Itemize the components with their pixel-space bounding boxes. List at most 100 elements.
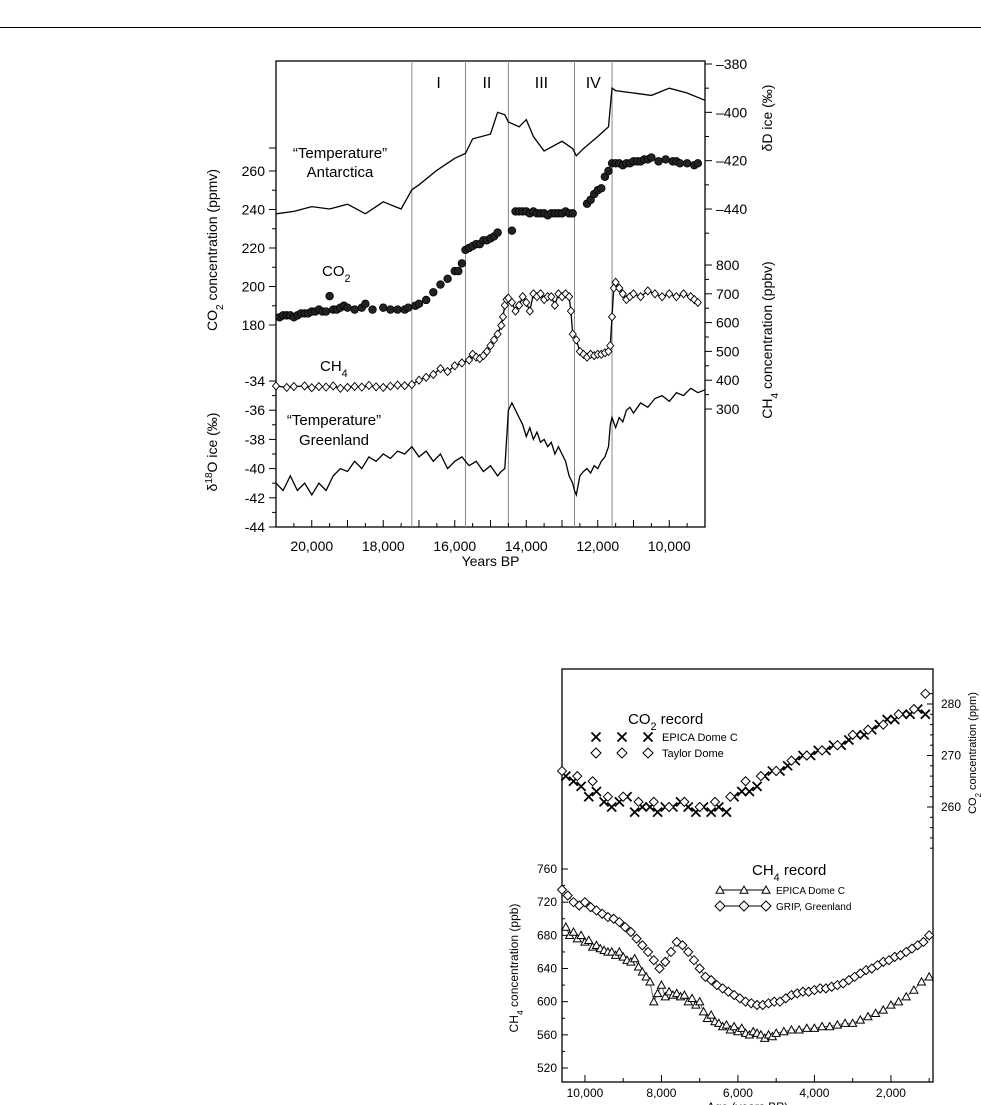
y-tick-label-co2: 240 bbox=[242, 202, 266, 218]
co2-point bbox=[386, 305, 395, 314]
y-tick-label-dd: –380 bbox=[716, 56, 747, 72]
y-tick-label-d18o: -42 bbox=[245, 490, 265, 506]
taylor-co2-point bbox=[893, 709, 904, 720]
grip-ch4-point bbox=[648, 955, 660, 966]
epica-co2-point bbox=[744, 786, 755, 797]
x-tick-label: 12,000 bbox=[576, 538, 619, 554]
epica-ch4-point bbox=[824, 1021, 835, 1031]
y-tick-label-ch4: 300 bbox=[716, 401, 740, 417]
co2-point bbox=[343, 303, 352, 312]
epica-ch4-point bbox=[641, 971, 651, 981]
legend-diamond bbox=[760, 900, 772, 912]
annotation-co2-part: CO bbox=[322, 263, 345, 280]
co2-point bbox=[661, 155, 670, 164]
grip-ch4-point bbox=[918, 936, 929, 948]
ch4-point bbox=[282, 382, 291, 393]
legend-co2-title-part: CO bbox=[628, 711, 651, 728]
annotation-co2: CO2 bbox=[322, 263, 351, 285]
ch4-point bbox=[518, 291, 527, 302]
y-tick-label-co2: 260 bbox=[242, 163, 266, 179]
epica-ch4-point bbox=[614, 946, 625, 956]
grip-ch4-point bbox=[614, 916, 625, 928]
series-2-2 bbox=[560, 922, 935, 1042]
x-tick-label-2: 6,000 bbox=[723, 1086, 753, 1100]
co2-point bbox=[325, 291, 334, 301]
epica-ch4-point bbox=[786, 1024, 797, 1034]
taylor-co2-point bbox=[878, 719, 889, 730]
taylor-co2-point bbox=[816, 745, 828, 756]
legend-triangle bbox=[739, 884, 749, 894]
y-axis-title-d18o-part: 18 bbox=[204, 472, 215, 484]
x-tick-label: 16,000 bbox=[433, 538, 476, 554]
legend-co2-label: EPICA Dome C bbox=[662, 732, 738, 744]
annotation-ch4: CH4 bbox=[320, 358, 348, 380]
ch4-point bbox=[606, 340, 615, 351]
ch4-point bbox=[572, 335, 581, 345]
grip-ch4-point bbox=[688, 955, 700, 966]
epica-co2-point bbox=[652, 807, 663, 818]
y-tick-label-ch4-2: 600 bbox=[537, 995, 557, 1009]
ch4-point bbox=[457, 358, 466, 368]
taylor-co2-point bbox=[694, 801, 705, 813]
period-label: I bbox=[436, 75, 440, 92]
annotation-ch4-part: 4 bbox=[342, 368, 348, 380]
ch4-point bbox=[615, 283, 624, 293]
epica-ch4-point bbox=[794, 1024, 804, 1034]
taylor-co2-point bbox=[740, 776, 751, 787]
co2-point bbox=[693, 159, 703, 168]
grip-ch4-point bbox=[694, 963, 705, 974]
ch4-point bbox=[489, 335, 499, 345]
x-tick-label-2: 8,000 bbox=[646, 1086, 676, 1100]
ch4-point bbox=[400, 380, 409, 391]
legend-co2-label: Taylor Dome bbox=[662, 748, 724, 760]
epica-co2-point bbox=[706, 807, 717, 818]
y-axis-title-ch4-part: CH bbox=[759, 398, 775, 418]
ch4-point bbox=[429, 369, 438, 380]
epica-ch4-point bbox=[694, 996, 705, 1006]
grip-ch4-point bbox=[923, 930, 935, 941]
epica-co2-point bbox=[751, 781, 763, 792]
epica-ch4-point bbox=[870, 1008, 881, 1017]
ch4-point bbox=[336, 383, 345, 393]
y-tick-label-ch4: 500 bbox=[716, 343, 740, 359]
y-tick-label-ch4-2: 640 bbox=[537, 962, 557, 976]
epica-ch4-point bbox=[664, 986, 674, 996]
legend-co2-title-part: record bbox=[657, 711, 704, 728]
taylor-co2-point bbox=[602, 791, 614, 802]
epica-co2-point bbox=[575, 781, 587, 792]
taylor-co2-point bbox=[832, 739, 843, 751]
series-2-0 bbox=[560, 704, 931, 818]
epica-ch4-point bbox=[656, 980, 667, 989]
y-tick-label-d18o: -36 bbox=[245, 402, 265, 418]
legend-ch4-entry-grip bbox=[714, 900, 772, 912]
y-axis-title-co2-part: CO bbox=[204, 310, 220, 331]
taylor-co2-point bbox=[663, 801, 675, 813]
grip-ch4-point bbox=[556, 884, 568, 895]
ch4-point bbox=[329, 381, 338, 391]
y-tick-label-ch4: 600 bbox=[716, 315, 740, 331]
ch4-point bbox=[450, 361, 459, 371]
annotation-greenland: “Temperature” bbox=[287, 412, 381, 429]
y-axis-title-d18o-part: O ice (‰) bbox=[204, 413, 220, 473]
grip-ch4-point bbox=[562, 890, 573, 901]
co2-point bbox=[321, 307, 331, 316]
grip-ch4-point bbox=[683, 946, 694, 958]
header-rule bbox=[0, 27, 981, 28]
co2-point bbox=[350, 305, 359, 314]
taylor-co2-point bbox=[572, 770, 583, 782]
y-axis-title-co2-2: CO2 concentration (ppm) bbox=[967, 692, 981, 814]
y-axis-title-co2-2-part: CO bbox=[967, 797, 979, 814]
co2-point bbox=[654, 157, 663, 166]
epica-ch4-point bbox=[721, 1019, 732, 1029]
y-tick-label-dd: –400 bbox=[716, 104, 747, 120]
legend-co2-title: CO2 record bbox=[628, 711, 703, 733]
ch4-point bbox=[482, 346, 492, 357]
epica-ch4-point bbox=[893, 996, 904, 1006]
grip-ch4-point bbox=[637, 940, 648, 951]
co2-point bbox=[429, 288, 438, 297]
epica-co2-point bbox=[629, 807, 640, 818]
ch4-point bbox=[407, 379, 416, 390]
epica-ch4-point bbox=[736, 1023, 747, 1032]
ch4-point bbox=[565, 291, 574, 302]
